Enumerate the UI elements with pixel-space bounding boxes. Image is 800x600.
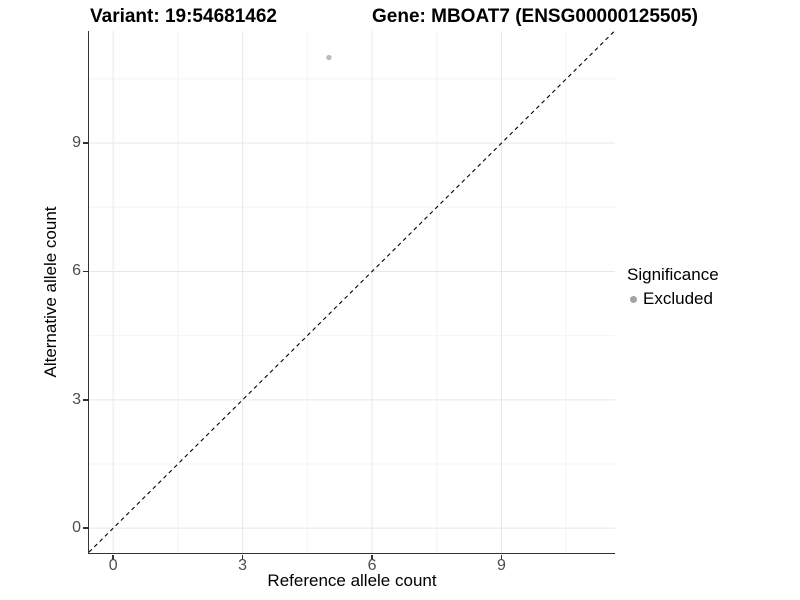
x-axis-tick bbox=[241, 554, 244, 560]
x-tick-label: 6 bbox=[367, 557, 377, 574]
x-axis-tick bbox=[112, 554, 114, 560]
identity-line bbox=[88, 31, 615, 553]
plot-panel bbox=[87, 31, 615, 554]
y-axis-label: Alternative allele count bbox=[41, 206, 60, 378]
legend-item-excluded: Excluded bbox=[630, 289, 719, 309]
x-tick-label: 3 bbox=[238, 557, 248, 574]
x-axis-tick bbox=[371, 554, 373, 560]
plot-area-svg bbox=[88, 31, 615, 553]
legend-item-label: Excluded bbox=[643, 289, 713, 308]
legend-title: Significance bbox=[627, 265, 719, 284]
x-tick-label: 9 bbox=[497, 557, 506, 574]
y-tick-label: 3 bbox=[72, 390, 81, 408]
legend-point-icon bbox=[630, 295, 637, 303]
data-point bbox=[325, 54, 332, 61]
y-axis-tick bbox=[82, 270, 88, 273]
legend: Significance Excluded bbox=[627, 265, 719, 309]
y-tick-label: 0 bbox=[72, 519, 81, 537]
y-axis-tick bbox=[82, 527, 88, 529]
y-tick-label: 9 bbox=[72, 134, 81, 152]
gene-title: Gene: MBOAT7 (ENSG00000125505) bbox=[372, 6, 698, 27]
x-axis-tick bbox=[500, 554, 503, 560]
y-axis-tick bbox=[82, 399, 88, 401]
x-tick-label: 0 bbox=[108, 557, 118, 574]
y-tick-label: 6 bbox=[72, 262, 81, 280]
x-axis-label: Reference allele count bbox=[267, 571, 437, 590]
variant-title: Variant: 19:54681462 bbox=[90, 6, 277, 27]
y-axis-tick bbox=[82, 142, 88, 144]
